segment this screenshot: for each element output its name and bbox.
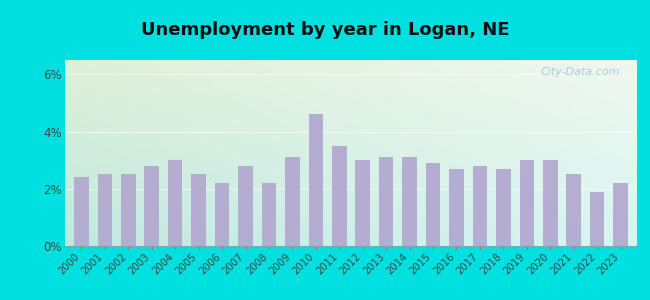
Bar [449,169,463,246]
Text: City-Data.com: City-Data.com [540,68,620,77]
Bar [543,160,558,246]
Bar [590,192,605,246]
Bar [98,175,112,246]
Text: Unemployment by year in Logan, NE: Unemployment by year in Logan, NE [141,21,509,39]
Bar [191,175,206,246]
Bar [356,160,370,246]
Bar [496,169,511,246]
Bar [426,163,440,246]
Bar [519,160,534,246]
Bar [239,166,253,246]
Bar [614,183,628,246]
Bar [285,157,300,246]
Bar [144,166,159,246]
Bar [566,175,581,246]
Bar [379,157,393,246]
Bar [168,160,183,246]
Bar [332,146,346,246]
Bar [473,166,488,246]
Bar [402,157,417,246]
Bar [74,177,88,246]
Bar [214,183,229,246]
Bar [309,114,323,246]
Bar [121,175,136,246]
Bar [262,183,276,246]
